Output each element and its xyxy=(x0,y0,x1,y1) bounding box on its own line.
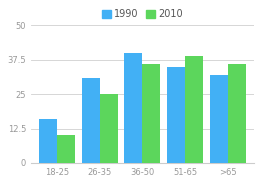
Bar xyxy=(210,75,228,163)
Bar xyxy=(125,53,142,163)
Legend: 1990, 2010: 1990, 2010 xyxy=(98,5,186,23)
Bar xyxy=(185,55,203,163)
Bar xyxy=(100,94,118,163)
Bar xyxy=(167,67,185,163)
Bar xyxy=(82,78,100,163)
Bar xyxy=(57,135,75,163)
Bar xyxy=(142,64,160,163)
Bar xyxy=(228,64,246,163)
Bar xyxy=(39,119,57,163)
